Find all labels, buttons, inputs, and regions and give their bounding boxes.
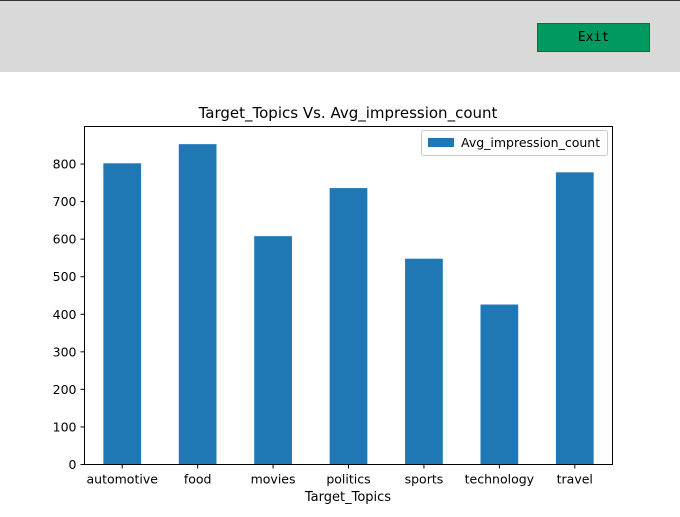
bar-travel [555,172,594,465]
x-axis: automotive food movies politics sports techno… [87,464,593,487]
bar-automotive [103,163,142,465]
x-tick-label: sports [405,472,444,487]
y-tick-label: 100 [53,419,77,434]
y-tick-label: 0 [69,457,77,472]
legend-label: Avg_impression_count [461,135,600,150]
bar-technology [480,304,519,465]
plot-frame [84,126,613,465]
bars-layer [103,144,594,465]
chart-area: Target_Topics Vs. Avg_impression_count 0… [0,72,680,517]
legend: Avg_impression_count [421,130,608,156]
x-tick-label: food [184,472,212,487]
x-tick-label: travel [557,472,593,487]
x-tick-label: politics [326,472,370,487]
bar-sports [405,258,443,465]
y-tick-label: 800 [53,157,77,172]
x-tick-label: technology [465,472,535,487]
y-axis: 0 100 200 300 400 500 600 700 800 [53,157,85,472]
bar-movies [254,236,292,465]
bar-chart: Target_Topics Vs. Avg_impression_count 0… [53,104,613,505]
chart-title: Target_Topics Vs. Avg_impression_count [198,104,498,123]
y-tick-label: 700 [53,194,77,209]
y-tick-label: 200 [53,382,77,397]
bar-food [178,144,217,465]
y-tick-label: 500 [53,269,77,284]
x-axis-label: Target_Topics [304,490,391,505]
bar-politics [329,188,368,465]
x-tick-label: movies [251,472,296,487]
toolbar: Exit [0,0,680,72]
y-tick-label: 400 [53,307,77,322]
legend-box [421,130,608,156]
legend-swatch [428,138,454,147]
y-tick-label: 600 [53,232,77,247]
y-tick-label: 300 [53,344,77,359]
exit-button[interactable]: Exit [537,23,650,52]
x-tick-label: automotive [87,472,159,487]
